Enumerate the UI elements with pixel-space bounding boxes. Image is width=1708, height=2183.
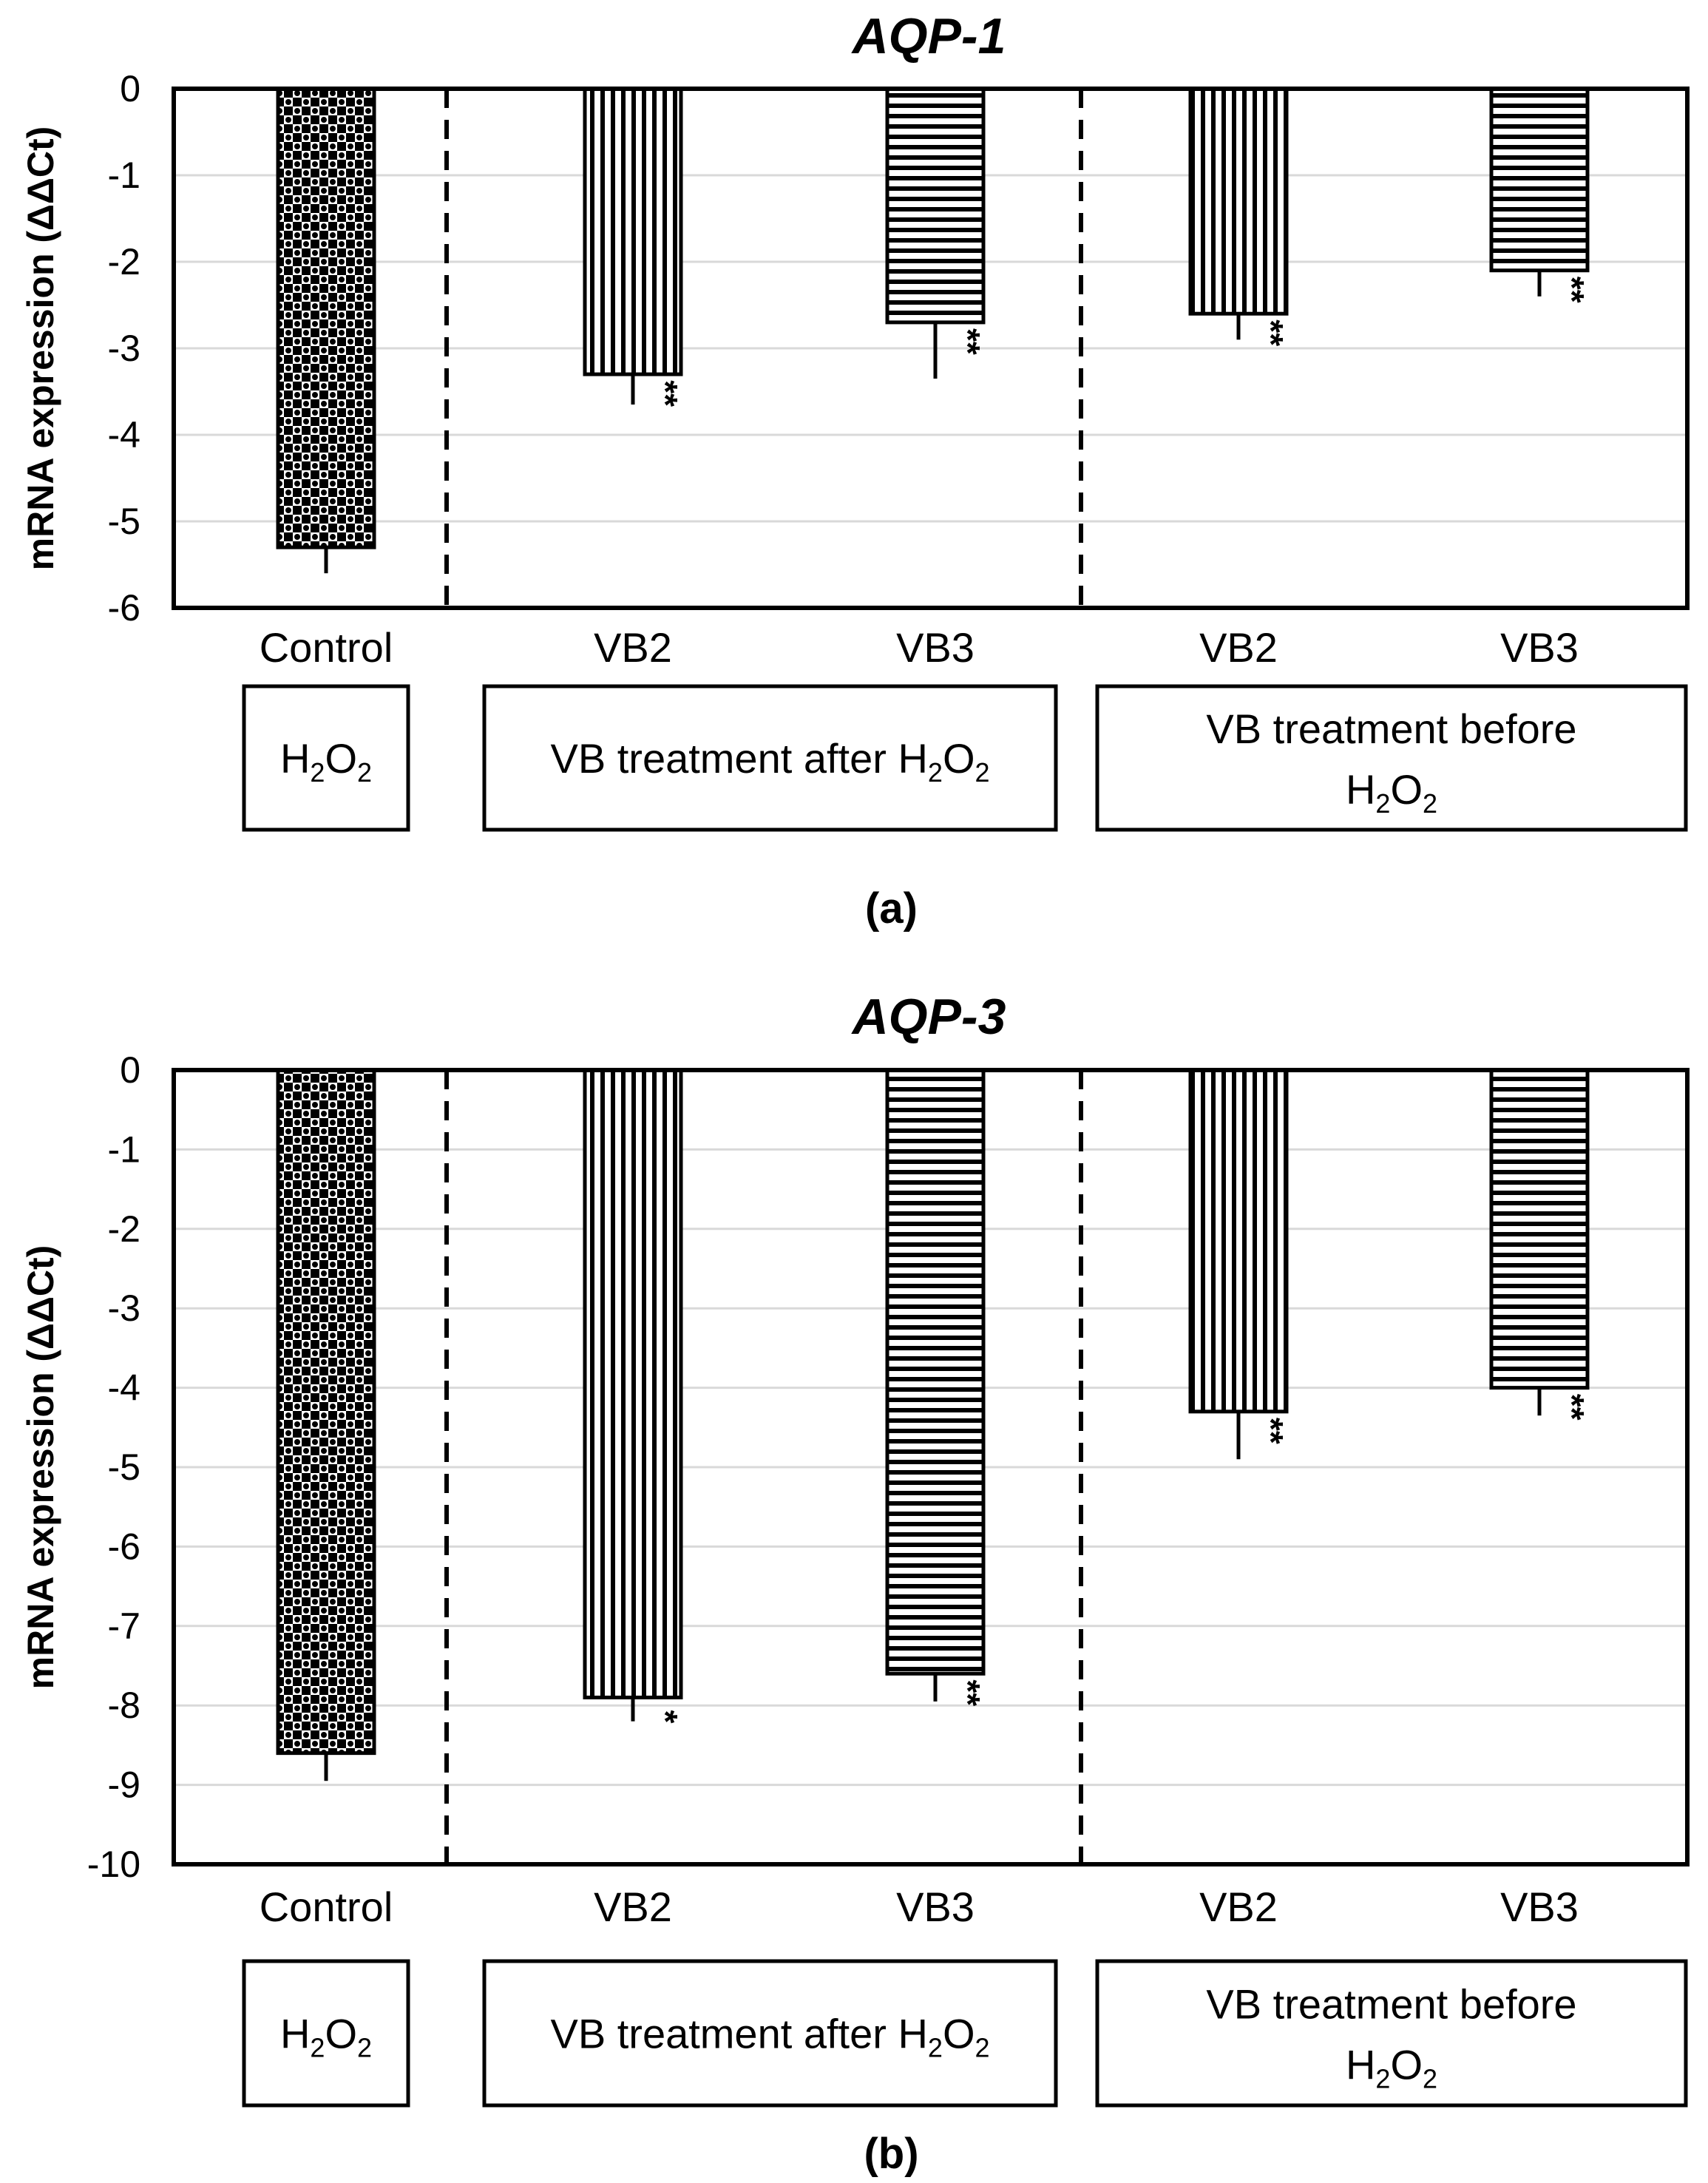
y-tick-label: -10 xyxy=(87,1844,140,1885)
panel-label: (a) xyxy=(865,884,918,933)
y-axis-label: mRNA expression (ΔΔCt) xyxy=(20,126,61,571)
bar-4 xyxy=(1188,87,1289,316)
category-label: VB2 xyxy=(1199,1884,1278,1930)
y-tick-label: -4 xyxy=(108,414,140,456)
significance-marker: ** xyxy=(646,380,685,407)
category-label: VB2 xyxy=(594,624,672,671)
group-box-2 xyxy=(482,1959,1058,2108)
significance-marker: * xyxy=(646,1710,685,1724)
category-label: VB2 xyxy=(594,1884,672,1930)
group-box-3 xyxy=(1095,684,1688,832)
plot-frame xyxy=(172,1068,1690,1866)
category-label: VB3 xyxy=(896,624,975,671)
y-axis-label: mRNA expression (ΔΔCt) xyxy=(20,1245,61,1690)
y-tick-label: -6 xyxy=(108,587,140,629)
y-tick-label: -3 xyxy=(108,328,140,369)
panel-b: AQP-3 0 -1 -2 -3 -4 -5 -6 -7 -8 -9 -10 mRNA expressi… xyxy=(20,989,1690,2178)
category-label: VB2 xyxy=(1199,624,1278,671)
significance-marker: ** xyxy=(1252,1418,1290,1444)
group-box-2 xyxy=(482,684,1058,832)
y-tick-label: -5 xyxy=(108,1446,140,1488)
y-tick-label: -5 xyxy=(108,501,140,542)
bar-1 xyxy=(276,1068,376,1756)
y-tick-label: -2 xyxy=(108,1208,140,1250)
group-box-1 xyxy=(242,1959,410,2108)
category-label: VB3 xyxy=(896,1884,975,1930)
y-tick-label: -1 xyxy=(108,155,140,196)
group-label: VB treatment after H2O2 xyxy=(550,2011,989,2063)
group-box-1 xyxy=(242,684,410,832)
y-tick-label: -1 xyxy=(108,1128,140,1170)
group-label-line2: H2O2 xyxy=(1346,766,1437,819)
y-tick-label: -7 xyxy=(108,1605,140,1647)
group-label: H2O2 xyxy=(280,735,372,788)
significance-marker: ** xyxy=(949,1679,987,1706)
group-label: VB treatment after H2O2 xyxy=(550,735,989,788)
bar-1 xyxy=(276,87,376,549)
group-label: H2O2 xyxy=(280,2011,372,2063)
y-tick-label: -6 xyxy=(108,1526,140,1567)
group-label-line1: VB treatment before xyxy=(1206,1981,1576,2028)
y-tick-label: -2 xyxy=(108,241,140,282)
significance-marker: ** xyxy=(1553,1394,1591,1421)
significance-marker: ** xyxy=(949,328,987,355)
panel-label: (b) xyxy=(864,2130,918,2178)
group-label-line1: VB treatment before xyxy=(1206,705,1576,752)
group-label-line2: H2O2 xyxy=(1346,2042,1437,2094)
y-tick-label: -8 xyxy=(108,1685,140,1726)
chart-title: AQP-3 xyxy=(851,989,1006,1045)
bar-5 xyxy=(1489,1068,1590,1390)
significance-marker: ** xyxy=(1553,277,1591,303)
category-label: Control xyxy=(260,624,393,671)
category-label: VB3 xyxy=(1500,624,1579,671)
y-tick-label: -9 xyxy=(108,1764,140,1806)
bar-4 xyxy=(1188,1068,1289,1414)
bar-5 xyxy=(1489,87,1590,273)
y-tick-label: 0 xyxy=(120,68,140,109)
bar-2 xyxy=(583,87,683,376)
chart-title: AQP-1 xyxy=(851,8,1006,64)
plot-frame xyxy=(172,87,1690,610)
y-tick-label: -3 xyxy=(108,1287,140,1329)
category-label: Control xyxy=(260,1884,393,1930)
y-tick-label: 0 xyxy=(120,1049,140,1091)
y-tick-label: -4 xyxy=(108,1367,140,1409)
bar-2 xyxy=(583,1068,683,1699)
significance-marker: ** xyxy=(1252,319,1290,346)
category-label: VB3 xyxy=(1500,1884,1579,1930)
bar-3 xyxy=(885,87,986,325)
panel-a: AQP-1 0 -1 -2 -3 -4 -5 -6 mRNA expression (ΔΔCt)… xyxy=(20,8,1690,933)
bar-3 xyxy=(885,1068,986,1676)
group-box-3 xyxy=(1095,1959,1688,2108)
